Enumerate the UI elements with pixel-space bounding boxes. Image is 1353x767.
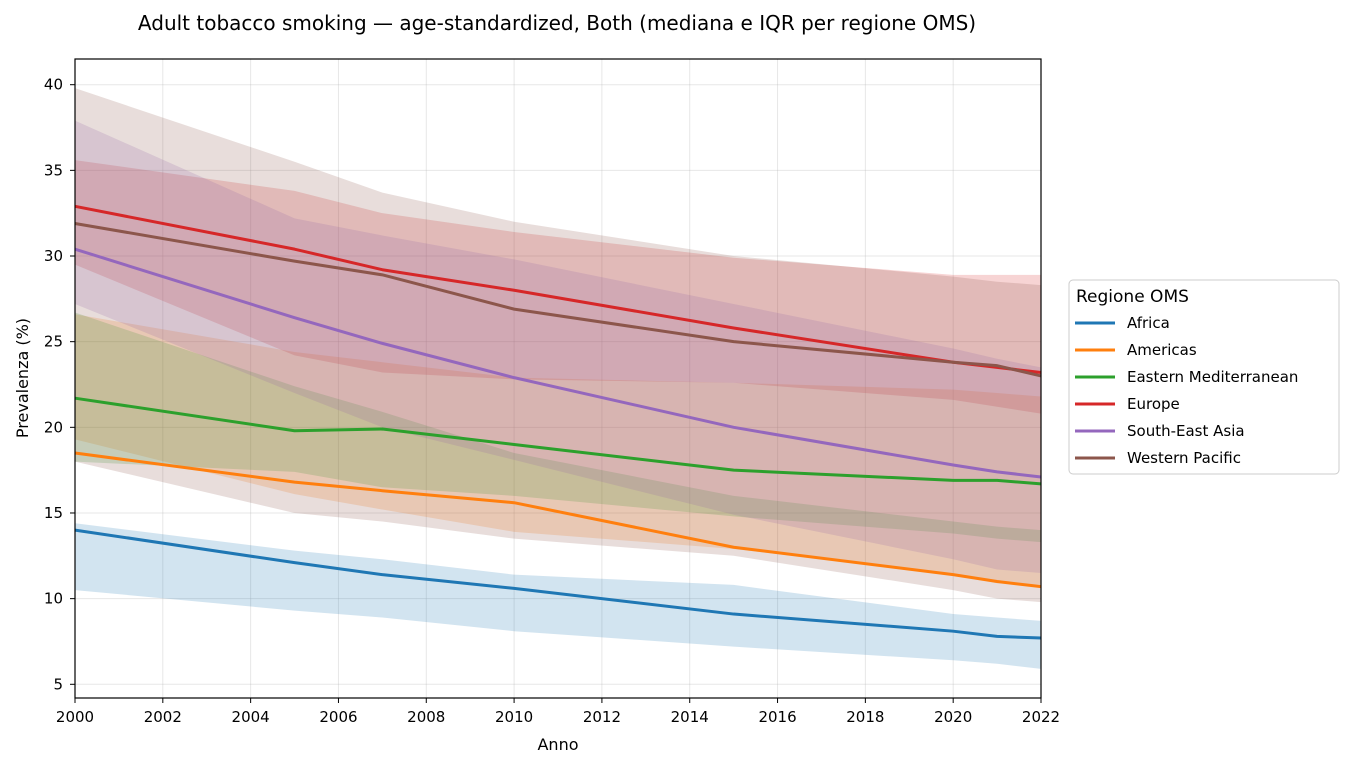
plot-frame: [74, 58, 1042, 699]
legend-title: Regione OMS: [1076, 287, 1189, 307]
median-lines: [74, 204, 1042, 640]
legend: Regione OMS Africa Americas Eastern Medite…: [1068, 279, 1340, 475]
legend-label-africa: Africa: [1127, 314, 1170, 332]
x-tick-label: 2006: [319, 708, 357, 726]
y-axis-label: Prevalenza (%): [13, 318, 32, 438]
x-tick-label: 2018: [846, 708, 884, 726]
x-tick-label: 2002: [144, 708, 182, 726]
chart-title: Adult tobacco smoking — age-standardized…: [138, 11, 976, 35]
y-tick-label: 10: [44, 590, 63, 608]
iqr-band-western-pacific: [75, 88, 1041, 603]
iqr-bands: [75, 88, 1041, 669]
x-tick-label: 2012: [583, 708, 621, 726]
x-tick-label: 2016: [758, 708, 796, 726]
median-line-western-pacific: [74, 221, 1042, 378]
y-tick-label: 20: [44, 418, 63, 436]
y-axis: 5 10 15 20 25 30 35 40: [44, 76, 75, 693]
legend-label-americas: Americas: [1127, 341, 1197, 359]
legend-label-eastern-mediterranean: Eastern Mediterranean: [1127, 368, 1298, 386]
x-tick-label: 2014: [671, 708, 709, 726]
x-tick-label: 2010: [495, 708, 533, 726]
x-tick-label: 2000: [56, 708, 94, 726]
iqr-band-africa: [75, 523, 1041, 669]
x-axis: 2000 2002 2004 2006 2008 2010 2012 2014 2016 2018…: [56, 698, 1060, 726]
y-tick-label: 40: [44, 76, 63, 94]
y-tick-label: 5: [53, 675, 63, 693]
median-line-americas: [74, 451, 1042, 589]
median-line-africa: [74, 528, 1042, 640]
x-tick-label: 2004: [232, 708, 270, 726]
iqr-band-europe: [75, 160, 1041, 414]
y-tick-label: 15: [44, 504, 63, 522]
x-tick-label: 2008: [407, 708, 445, 726]
x-tick-label: 2020: [934, 708, 972, 726]
legend-box: [1068, 279, 1340, 475]
y-tick-label: 30: [44, 247, 63, 265]
iqr-band-south-east-asia: [75, 120, 1041, 573]
x-axis-label: Anno: [537, 735, 578, 754]
legend-label-europe: Europe: [1127, 395, 1180, 413]
x-tick-label: 2022: [1022, 708, 1060, 726]
median-line-eastern-mediterranean: [74, 396, 1042, 486]
legend-label-western-pacific: Western Pacific: [1127, 449, 1241, 467]
legend-label-south-east-asia: South-East Asia: [1127, 422, 1245, 440]
y-tick-label: 35: [44, 161, 63, 179]
median-line-south-east-asia: [74, 247, 1042, 479]
y-tick-label: 25: [44, 333, 63, 351]
